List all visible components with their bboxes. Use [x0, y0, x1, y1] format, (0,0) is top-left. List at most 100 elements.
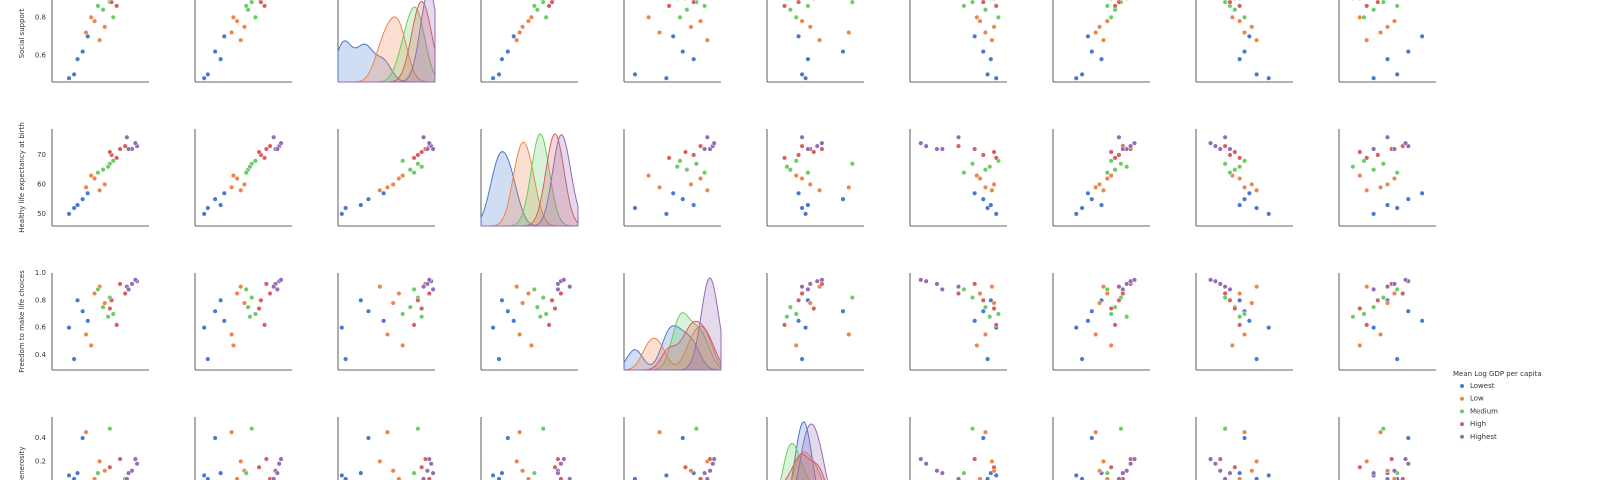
- scatter-point: [1104, 170, 1110, 176]
- scatter-point: [419, 164, 425, 170]
- scatter-point: [400, 173, 406, 179]
- scatter-point: [1371, 167, 1377, 173]
- scatter-point: [234, 175, 240, 182]
- scatter-point: [83, 29, 89, 36]
- scatter-point: [247, 314, 253, 320]
- scatter-point: [799, 175, 805, 182]
- scatter-point: [849, 0, 855, 5]
- scatter-point: [421, 134, 427, 140]
- scatter-point: [1254, 476, 1260, 480]
- scatter-point: [243, 286, 249, 292]
- scatter-point: [680, 435, 686, 441]
- scatter-point: [1093, 184, 1099, 190]
- scatter-point: [1241, 331, 1248, 338]
- scatter-point: [1085, 190, 1091, 196]
- scatter-point: [993, 3, 999, 9]
- scatter-point: [102, 181, 108, 187]
- scatter-point: [982, 167, 988, 173]
- scatter-point: [1079, 71, 1085, 77]
- scatter-point: [1227, 152, 1233, 158]
- scatter-point: [411, 322, 417, 328]
- scatter-point: [980, 297, 986, 303]
- scatter-point: [419, 464, 425, 470]
- scatter-point: [117, 281, 123, 287]
- scatter-point: [846, 184, 852, 190]
- scatter-point: [1232, 0, 1237, 1]
- legend-label: Lowest: [1470, 382, 1495, 390]
- scatter-point: [704, 187, 710, 193]
- scatter-point: [1208, 140, 1214, 146]
- scatter-point: [201, 472, 207, 478]
- scatter-point: [811, 0, 816, 1]
- scatter-point: [1254, 71, 1260, 77]
- scatter-point: [419, 305, 425, 312]
- scatter-point: [426, 476, 432, 480]
- scatter-point: [1364, 37, 1370, 43]
- scatter-point: [561, 277, 567, 283]
- scatter-point: [83, 184, 89, 190]
- scatter-point: [1266, 75, 1272, 81]
- scatter-point: [656, 29, 663, 36]
- scatter-point: [234, 18, 240, 24]
- scatter-point: [670, 190, 676, 196]
- scatter-point: [249, 0, 255, 5]
- scatter-point: [980, 0, 986, 5]
- scatter-point: [803, 325, 809, 331]
- scatter-point: [490, 75, 496, 81]
- scatter-point: [205, 205, 211, 211]
- scatter-point: [126, 470, 132, 476]
- scatter-point: [415, 152, 421, 158]
- scatter-point: [256, 305, 262, 312]
- scatter-point: [1357, 464, 1363, 470]
- scatter-point: [632, 205, 638, 211]
- scatter-point: [400, 342, 406, 348]
- scatter-point: [985, 356, 991, 362]
- scatter-point: [1097, 24, 1103, 30]
- scatter-point: [95, 470, 101, 476]
- scatter-point: [278, 456, 284, 462]
- scatter-point: [918, 456, 924, 462]
- scatter-point: [1104, 175, 1110, 182]
- scatter-point: [271, 134, 277, 140]
- scatter-point: [1232, 149, 1238, 155]
- scatter-point: [1104, 3, 1110, 9]
- scatter-point: [1384, 284, 1391, 290]
- scatter-point: [982, 429, 988, 435]
- scatter-point: [988, 56, 994, 62]
- scatter-point: [241, 24, 247, 30]
- scatter-point: [1266, 472, 1272, 478]
- scatter-point: [124, 476, 130, 480]
- y-tick-label: 0.6: [35, 324, 47, 332]
- scatter-point: [987, 0, 992, 1]
- scatter-point: [105, 314, 111, 320]
- scatter-point: [1419, 318, 1425, 324]
- scatter-point: [267, 143, 273, 149]
- scatter-point: [1232, 167, 1238, 173]
- scatter-point: [1222, 143, 1228, 149]
- scatter-point: [1089, 308, 1095, 314]
- scatter-point: [274, 286, 280, 292]
- scatter-point: [1371, 325, 1377, 331]
- scatter-point: [688, 468, 694, 474]
- scatter-point: [1384, 24, 1391, 30]
- scatter-point: [807, 181, 813, 187]
- scatter-point: [849, 295, 855, 301]
- scatter-point: [977, 18, 983, 24]
- scatter-point: [1108, 173, 1114, 179]
- scatter-point: [1371, 286, 1377, 292]
- scatter-point: [1237, 470, 1243, 476]
- scatter-point: [525, 290, 532, 297]
- scatter-point: [985, 71, 991, 77]
- scatter-point: [229, 429, 235, 435]
- scatter-point: [1384, 202, 1391, 208]
- scatter-point: [811, 305, 817, 312]
- scatter-point: [543, 311, 549, 317]
- scatter-point: [982, 184, 988, 190]
- kde-curve: [481, 133, 579, 227]
- scatter-point: [656, 429, 663, 435]
- scatter-point: [1405, 49, 1411, 55]
- scatter-point: [1229, 342, 1235, 348]
- scatter-point: [840, 308, 846, 314]
- scatter-point: [796, 297, 802, 303]
- scatter-point: [1237, 3, 1243, 9]
